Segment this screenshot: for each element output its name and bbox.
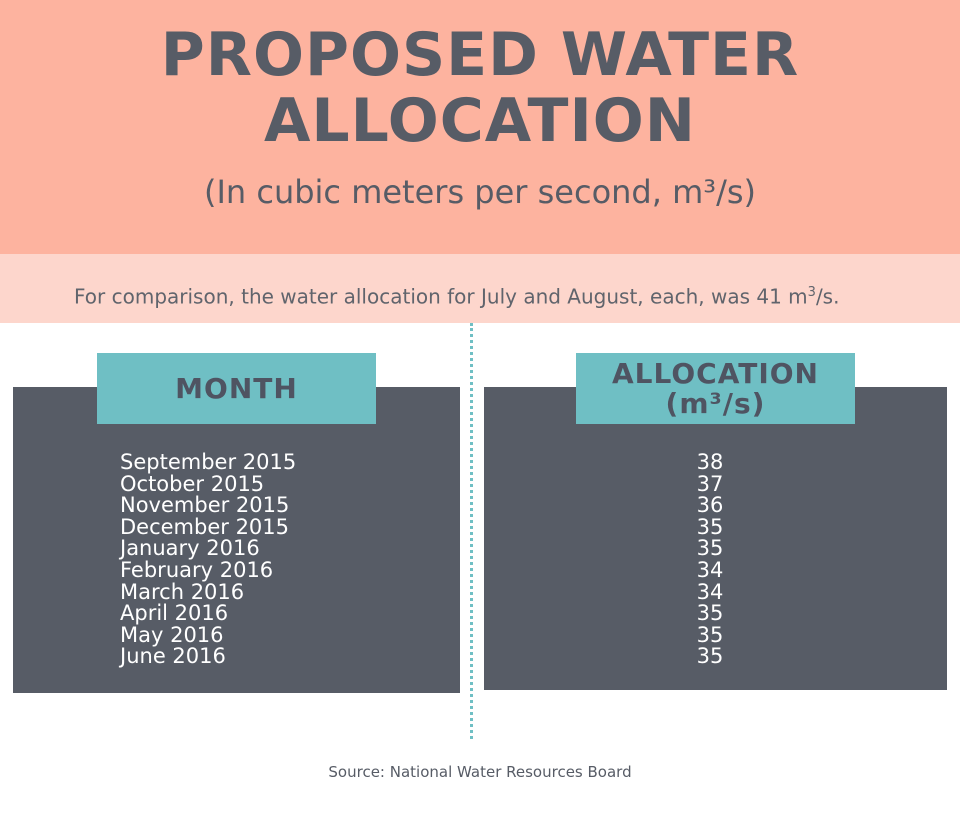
allocation-panel: [484, 387, 947, 690]
month-cell: April 2016: [120, 601, 229, 626]
title-line-2: ALLOCATION: [263, 86, 697, 156]
month-cell: November 2015: [120, 493, 290, 518]
month-cell: October 2015: [120, 471, 265, 496]
allocation-cell: 35: [696, 514, 724, 539]
comparison-text: For comparison, the water allocation for…: [74, 284, 808, 309]
allocation-list: 38 37 36 35 35 34 34 35 35 35: [660, 450, 760, 669]
allocation-cell: 35: [696, 601, 724, 626]
allocation-cell: 36: [696, 493, 724, 518]
allocation-header-label: ALLOCATION: [612, 357, 819, 390]
allocation-cell: 38: [696, 450, 724, 474]
allocation-cell: 34: [696, 579, 724, 604]
title-line-1: PROPOSED WATER: [160, 20, 800, 90]
allocation-cell: 35: [696, 536, 724, 561]
month-cell: February 2016: [120, 557, 274, 582]
comparison-band: [0, 254, 960, 323]
month-cell: June 2016: [120, 644, 226, 669]
month-cell: March 2016: [120, 579, 245, 604]
allocation-cell: 35: [696, 644, 724, 669]
source-note: Source: National Water Resources Board: [328, 763, 632, 781]
month-cell: December 2015: [120, 514, 290, 539]
allocation-cell: 34: [696, 557, 724, 582]
allocation-header: ALLOCATION (m³/s): [576, 353, 855, 424]
allocation-cell: 37: [696, 471, 724, 496]
month-cell: May 2016: [120, 622, 224, 647]
month-panel: [13, 387, 460, 693]
comparison-text-end: /s.: [815, 284, 840, 309]
header-band: [0, 0, 960, 254]
month-cell: January 2016: [120, 536, 260, 561]
allocation-cell: 35: [696, 622, 724, 647]
comparison-superscript: 3: [807, 285, 816, 300]
comparison-note: For comparison, the water allocation for…: [74, 280, 839, 310]
allocation-header-unit: (m³/s): [665, 387, 766, 420]
month-cell: September 2015: [120, 450, 297, 474]
page-subtitle: (In cubic meters per second, m³/s): [203, 173, 757, 211]
month-header: MONTH: [97, 353, 376, 424]
month-list: September 2015 October 2015 November 2015 D…: [120, 450, 297, 669]
page-title: PROPOSED WATER ALLOCATION: [0, 22, 960, 154]
dotted-divider: [470, 323, 473, 739]
